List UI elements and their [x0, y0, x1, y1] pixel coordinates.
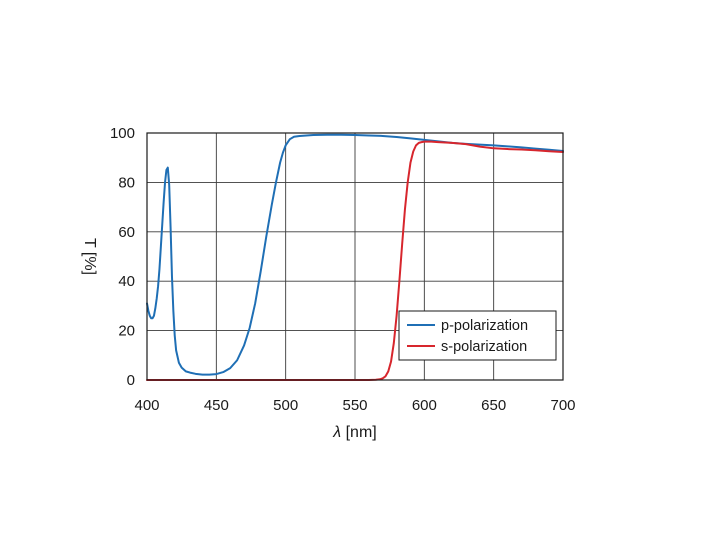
- x-tick-label: 550: [342, 397, 367, 414]
- plot-frame: [146, 132, 564, 381]
- x-tick-label: 450: [204, 397, 229, 414]
- legend-box: [398, 310, 557, 361]
- legend-label: s-polarization: [441, 339, 527, 355]
- grid: [147, 133, 563, 380]
- x-tick-label: 400: [134, 397, 159, 414]
- x-axis-label-symbol: λ: [332, 424, 341, 441]
- x-axis-label: λ [nm]: [332, 424, 376, 441]
- y-tick-label: 20: [118, 323, 135, 340]
- x-tick-label: 500: [273, 397, 298, 414]
- legend: p-polarization s-polarization: [398, 310, 557, 361]
- x-tick-label: 650: [481, 397, 506, 414]
- tick-labels: 400 450 500 550 600 650 700 0 20 40 60 80 100: [110, 125, 576, 414]
- legend-label: p-polarization: [441, 318, 528, 334]
- y-tick-label: 0: [127, 372, 135, 389]
- y-tick-label: 80: [118, 174, 135, 191]
- y-tick-label: 100: [110, 125, 135, 142]
- series-line-p-polarization: [146, 133, 564, 376]
- x-tick-label: 600: [412, 397, 437, 414]
- y-axis-label: T [%]: [81, 238, 98, 275]
- y-tick-label: 60: [118, 224, 135, 241]
- x-axis-label-unit: [nm]: [341, 424, 377, 441]
- y-tick-label: 40: [118, 273, 135, 290]
- x-tick-label: 700: [550, 397, 575, 414]
